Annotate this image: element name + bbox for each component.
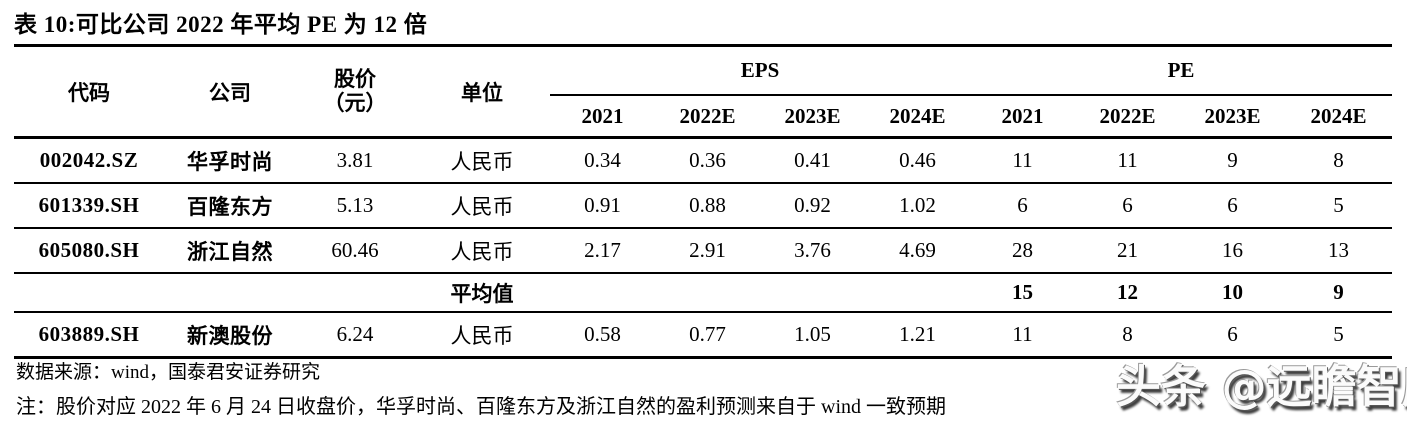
cell-pe-2022e: 6 [1075,183,1181,229]
col-header-price: 股价 （元） [296,45,414,139]
cell-eps-2021 [550,273,655,313]
cell-price [296,273,414,313]
cell-pe-2024e: 13 [1285,228,1393,274]
col-header-pe-2022e: 2022E [1075,95,1181,139]
group-header-pe: PE [970,45,1393,96]
cell-code: 603889.SH [14,312,164,359]
cell-pe-2023e: 9 [1180,137,1286,184]
cell-pe-2021: 15 [970,273,1076,313]
cell-eps-2023e: 1.05 [760,312,865,359]
cell-eps-2023e: 0.41 [760,137,865,184]
cell-eps-2021: 0.58 [550,312,655,359]
cell-company: 新澳股份 [164,312,296,359]
cell-price: 6.24 [296,312,414,359]
cell-pe-2022e: 12 [1075,273,1181,313]
cell-pe-2024e: 8 [1285,137,1393,184]
col-header-eps-2022e: 2022E [655,95,760,139]
cell-pe-2023e: 6 [1180,312,1286,359]
cell-company [164,273,296,313]
watermark: 头条 @远瞻智库 [1116,360,1407,413]
cell-company: 浙江自然 [164,228,296,274]
table-row-zhejiang: 605080.SH 浙江自然 60.46 人民币 2.17 2.91 3.76 … [14,228,1393,274]
cell-pe-2021: 11 [970,137,1076,184]
cell-pe-2021: 11 [970,312,1076,359]
cell-pe-2023e: 6 [1180,183,1286,229]
note-text: 注：股价对应 2022 年 6 月 24 日收盘价，华孚时尚、百隆东方及浙江自然… [16,396,946,418]
table-row-bros: 601339.SH 百隆东方 5.13 人民币 0.91 0.88 0.92 1… [14,183,1393,229]
col-header-company: 公司 [164,45,296,139]
cell-pe-2024e: 9 [1285,273,1393,313]
cell-code: 605080.SH [14,228,164,274]
cell-eps-2022e [655,273,760,313]
average-label: 平均值 [414,273,550,313]
cell-code: 601339.SH [14,183,164,229]
cell-eps-2022e: 0.36 [655,137,760,184]
group-header-row: 代码 公司 股价 （元） 单位 EPS PE [14,45,1393,139]
cell-pe-2022e: 11 [1075,137,1181,184]
cell-code [14,273,164,313]
col-header-pe-2024e: 2024E [1285,95,1393,139]
cell-eps-2023e [760,273,865,313]
cell-pe-2022e: 21 [1075,228,1181,274]
cell-pe-2024e: 5 [1285,312,1393,359]
cell-eps-2024e: 1.21 [865,312,971,359]
col-header-pe-2023e: 2023E [1180,95,1286,139]
cell-company: 百隆东方 [164,183,296,229]
table-row-huafu: 002042.SZ 华孚时尚 3.81 人民币 0.34 0.36 0.41 0… [14,137,1393,184]
table-row-xinao: 603889.SH 新澳股份 6.24 人民币 0.58 0.77 1.05 1… [14,312,1393,359]
col-header-price-line2: （元） [323,90,387,115]
table-row-average: 平均值 15 12 10 9 [14,273,1393,313]
cell-unit: 人民币 [414,183,550,229]
cell-pe-2024e: 5 [1285,183,1393,229]
cell-unit: 人民币 [414,228,550,274]
cell-price: 60.46 [296,228,414,274]
col-header-pe-2021: 2021 [970,95,1076,139]
cell-company: 华孚时尚 [164,137,296,184]
cell-eps-2024e: 0.46 [865,137,971,184]
cell-code: 002042.SZ [14,137,164,184]
year-header-row: 2021 2022E 2023E 2024E 2021 2022E 2023E … [14,95,1393,139]
cell-pe-2022e: 8 [1075,312,1181,359]
col-header-code: 代码 [14,45,164,139]
cell-pe-2023e: 16 [1180,228,1286,274]
cell-eps-2024e [865,273,971,313]
col-header-price-line1: 股价 [334,66,376,91]
cell-price: 3.81 [296,137,414,184]
cell-eps-2021: 0.34 [550,137,655,184]
cell-price: 5.13 [296,183,414,229]
cell-unit: 人民币 [414,312,550,359]
cell-eps-2023e: 0.92 [760,183,865,229]
cell-eps-2022e: 0.88 [655,183,760,229]
cell-eps-2023e: 3.76 [760,228,865,274]
table-title: 表 10:可比公司 2022 年平均 PE 为 12 倍 [14,12,428,37]
cell-eps-2021: 2.17 [550,228,655,274]
cell-unit: 人民币 [414,137,550,184]
cell-pe-2021: 28 [970,228,1076,274]
comparable-companies-table: 代码 公司 股价 （元） 单位 EPS PE 2021 2022E 2023E … [14,44,1393,359]
cell-eps-2024e: 4.69 [865,228,971,274]
cell-eps-2021: 0.91 [550,183,655,229]
cell-pe-2023e: 10 [1180,273,1286,313]
data-source-text: 数据来源：wind，国泰君安证券研究 [16,362,321,383]
col-header-eps-2021: 2021 [550,95,655,139]
cell-eps-2022e: 0.77 [655,312,760,359]
group-header-eps: EPS [550,45,971,96]
col-header-eps-2024e: 2024E [865,95,971,139]
cell-eps-2024e: 1.02 [865,183,971,229]
col-header-eps-2023e: 2023E [760,95,865,139]
cell-pe-2021: 6 [970,183,1076,229]
col-header-unit: 单位 [414,45,550,139]
cell-eps-2022e: 2.91 [655,228,760,274]
